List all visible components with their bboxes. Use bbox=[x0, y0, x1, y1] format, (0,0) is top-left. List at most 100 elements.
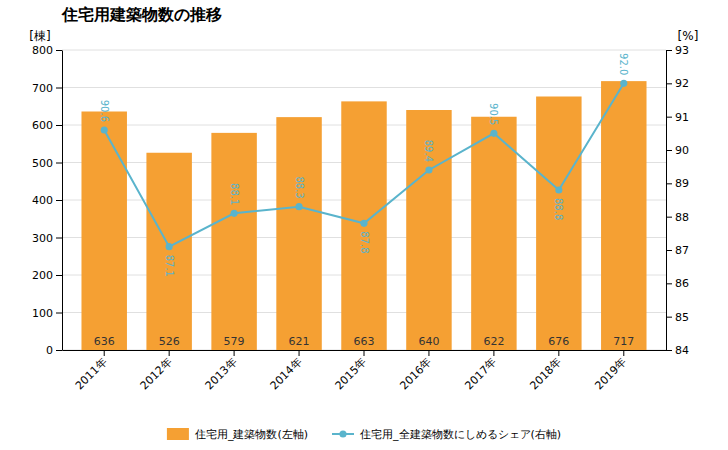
y2-tick: 88 bbox=[666, 211, 689, 224]
x-tick-label: 2013年 bbox=[203, 356, 240, 393]
y2-tick: 86 bbox=[666, 277, 689, 290]
marker bbox=[101, 126, 108, 133]
y2-tick-label: 85 bbox=[675, 311, 689, 324]
marks bbox=[81, 80, 646, 350]
y-tick-mark bbox=[56, 125, 62, 126]
y2-tick: 92 bbox=[666, 77, 689, 90]
y2-tick-label: 84 bbox=[675, 344, 689, 357]
marker bbox=[490, 130, 497, 137]
y2-tick: 90 bbox=[666, 144, 689, 157]
x-tick-label: 2018年 bbox=[527, 356, 564, 393]
bar bbox=[471, 117, 516, 350]
y2-tick: 89 bbox=[666, 177, 689, 190]
y2-axis-title: [%] bbox=[678, 29, 699, 43]
x-tick-label: 2011年 bbox=[73, 356, 110, 393]
chart-svg: 63652657962166364062267671790.687.188.18… bbox=[0, 0, 728, 450]
bar-label: 636 bbox=[94, 335, 115, 348]
marker bbox=[425, 166, 432, 173]
y2-tick: 87 bbox=[666, 244, 689, 257]
x-tick-mark bbox=[623, 350, 624, 356]
y-tick-label: 300 bbox=[32, 232, 53, 245]
y-tick-label: 100 bbox=[32, 307, 53, 320]
x-tick-label: 2017年 bbox=[462, 356, 499, 393]
y2-tick-mark bbox=[666, 250, 672, 251]
chart-container: 63652657962166364062267671790.687.188.18… bbox=[0, 0, 728, 450]
bar-label: 622 bbox=[483, 335, 504, 348]
y-axis: 0 100 200 300 400 500 600 700 800 bbox=[32, 44, 63, 357]
y2-tick-mark bbox=[666, 283, 672, 284]
line bbox=[104, 83, 624, 246]
y-tick-mark bbox=[56, 275, 62, 276]
x-tick-mark bbox=[364, 350, 365, 356]
data-labels: 63652657962166364062267671790.687.188.18… bbox=[94, 53, 635, 348]
x-tick: 2013年 bbox=[203, 350, 240, 392]
y2-tick-label: 89 bbox=[675, 177, 689, 190]
legend: 住宅用_建築物数(左軸) 住宅用_全建築物数にしめるシェア(右軸) bbox=[167, 428, 561, 441]
grid-line bbox=[62, 87, 666, 88]
line-label: 89.4 bbox=[423, 140, 434, 162]
x-tick: 2018年 bbox=[527, 350, 564, 392]
bar bbox=[211, 133, 256, 350]
bar-label: 717 bbox=[613, 335, 634, 348]
x-tick-label: 2016年 bbox=[398, 356, 435, 393]
y2-tick-mark bbox=[666, 317, 672, 318]
y-tick: 700 bbox=[32, 82, 62, 95]
bar-label: 676 bbox=[548, 335, 569, 348]
y2-tick: 84 bbox=[666, 344, 689, 357]
x-tick-mark bbox=[428, 350, 429, 356]
y-tick-mark bbox=[56, 88, 62, 89]
legend-label: 住宅用_建築物数(左軸) bbox=[195, 428, 308, 441]
y-axis-title: [棟] bbox=[29, 29, 50, 43]
chart-title: 住宅用建築物数の推移 bbox=[61, 5, 222, 24]
x-tick-mark bbox=[169, 350, 170, 356]
y-tick-mark bbox=[56, 163, 62, 164]
marker-series bbox=[101, 80, 628, 250]
line-label: 92.0 bbox=[618, 53, 629, 75]
y2-tick: 93 bbox=[666, 44, 689, 57]
x-axis: 2011年2012年2013年2014年2015年2016年2017年2018年… bbox=[63, 350, 667, 392]
bar bbox=[406, 110, 451, 350]
y-axis-line bbox=[62, 51, 63, 351]
x-tick-mark bbox=[299, 350, 300, 356]
legend-label: 住宅用_全建築物数にしめるシェア(右軸) bbox=[360, 428, 561, 441]
plot-area: 63652657962166364062267671790.687.188.18… bbox=[32, 44, 689, 392]
line-label: 88.1 bbox=[229, 183, 240, 205]
line-label: 90.6 bbox=[99, 100, 110, 122]
y-tick: 200 bbox=[32, 269, 62, 282]
bar-label: 579 bbox=[224, 335, 245, 348]
y2-tick-label: 93 bbox=[675, 44, 689, 57]
y2-axis-line bbox=[666, 51, 667, 351]
x-tick: 2017年 bbox=[462, 350, 499, 392]
marker bbox=[231, 210, 238, 217]
line-label: 88.3 bbox=[294, 176, 305, 198]
y-tick-mark bbox=[56, 313, 62, 314]
y2-tick-label: 91 bbox=[675, 111, 689, 124]
y-tick: 0 bbox=[46, 344, 62, 357]
line-label: 88.8 bbox=[553, 198, 564, 220]
x-tick: 2014年 bbox=[268, 350, 305, 392]
y-tick: 100 bbox=[32, 307, 62, 320]
x-tick: 2016年 bbox=[398, 350, 435, 392]
bar-label: 640 bbox=[418, 335, 439, 348]
y-tick: 500 bbox=[32, 157, 62, 170]
bar-label: 526 bbox=[159, 335, 180, 348]
y-tick-label: 400 bbox=[32, 194, 53, 207]
bar bbox=[276, 117, 321, 350]
y-tick-label: 600 bbox=[32, 119, 53, 132]
bar bbox=[146, 153, 191, 350]
y2-tick-label: 86 bbox=[675, 277, 689, 290]
x-tick-label: 2019年 bbox=[592, 356, 629, 393]
legend-swatch bbox=[167, 428, 189, 440]
y-tick: 400 bbox=[32, 194, 62, 207]
y-tick-label: 0 bbox=[46, 344, 53, 357]
y2-tick-mark bbox=[666, 117, 672, 118]
x-tick-label: 2014年 bbox=[268, 356, 305, 393]
x-tick-mark bbox=[493, 350, 494, 356]
y-tick: 300 bbox=[32, 232, 62, 245]
y-tick: 800 bbox=[32, 44, 62, 57]
y2-tick: 85 bbox=[666, 311, 689, 324]
x-tick: 2019年 bbox=[592, 350, 629, 392]
y2-tick-mark bbox=[666, 50, 672, 51]
x-tick-mark bbox=[104, 350, 105, 356]
legend-item: 住宅用_建築物数(左軸) bbox=[167, 428, 308, 441]
